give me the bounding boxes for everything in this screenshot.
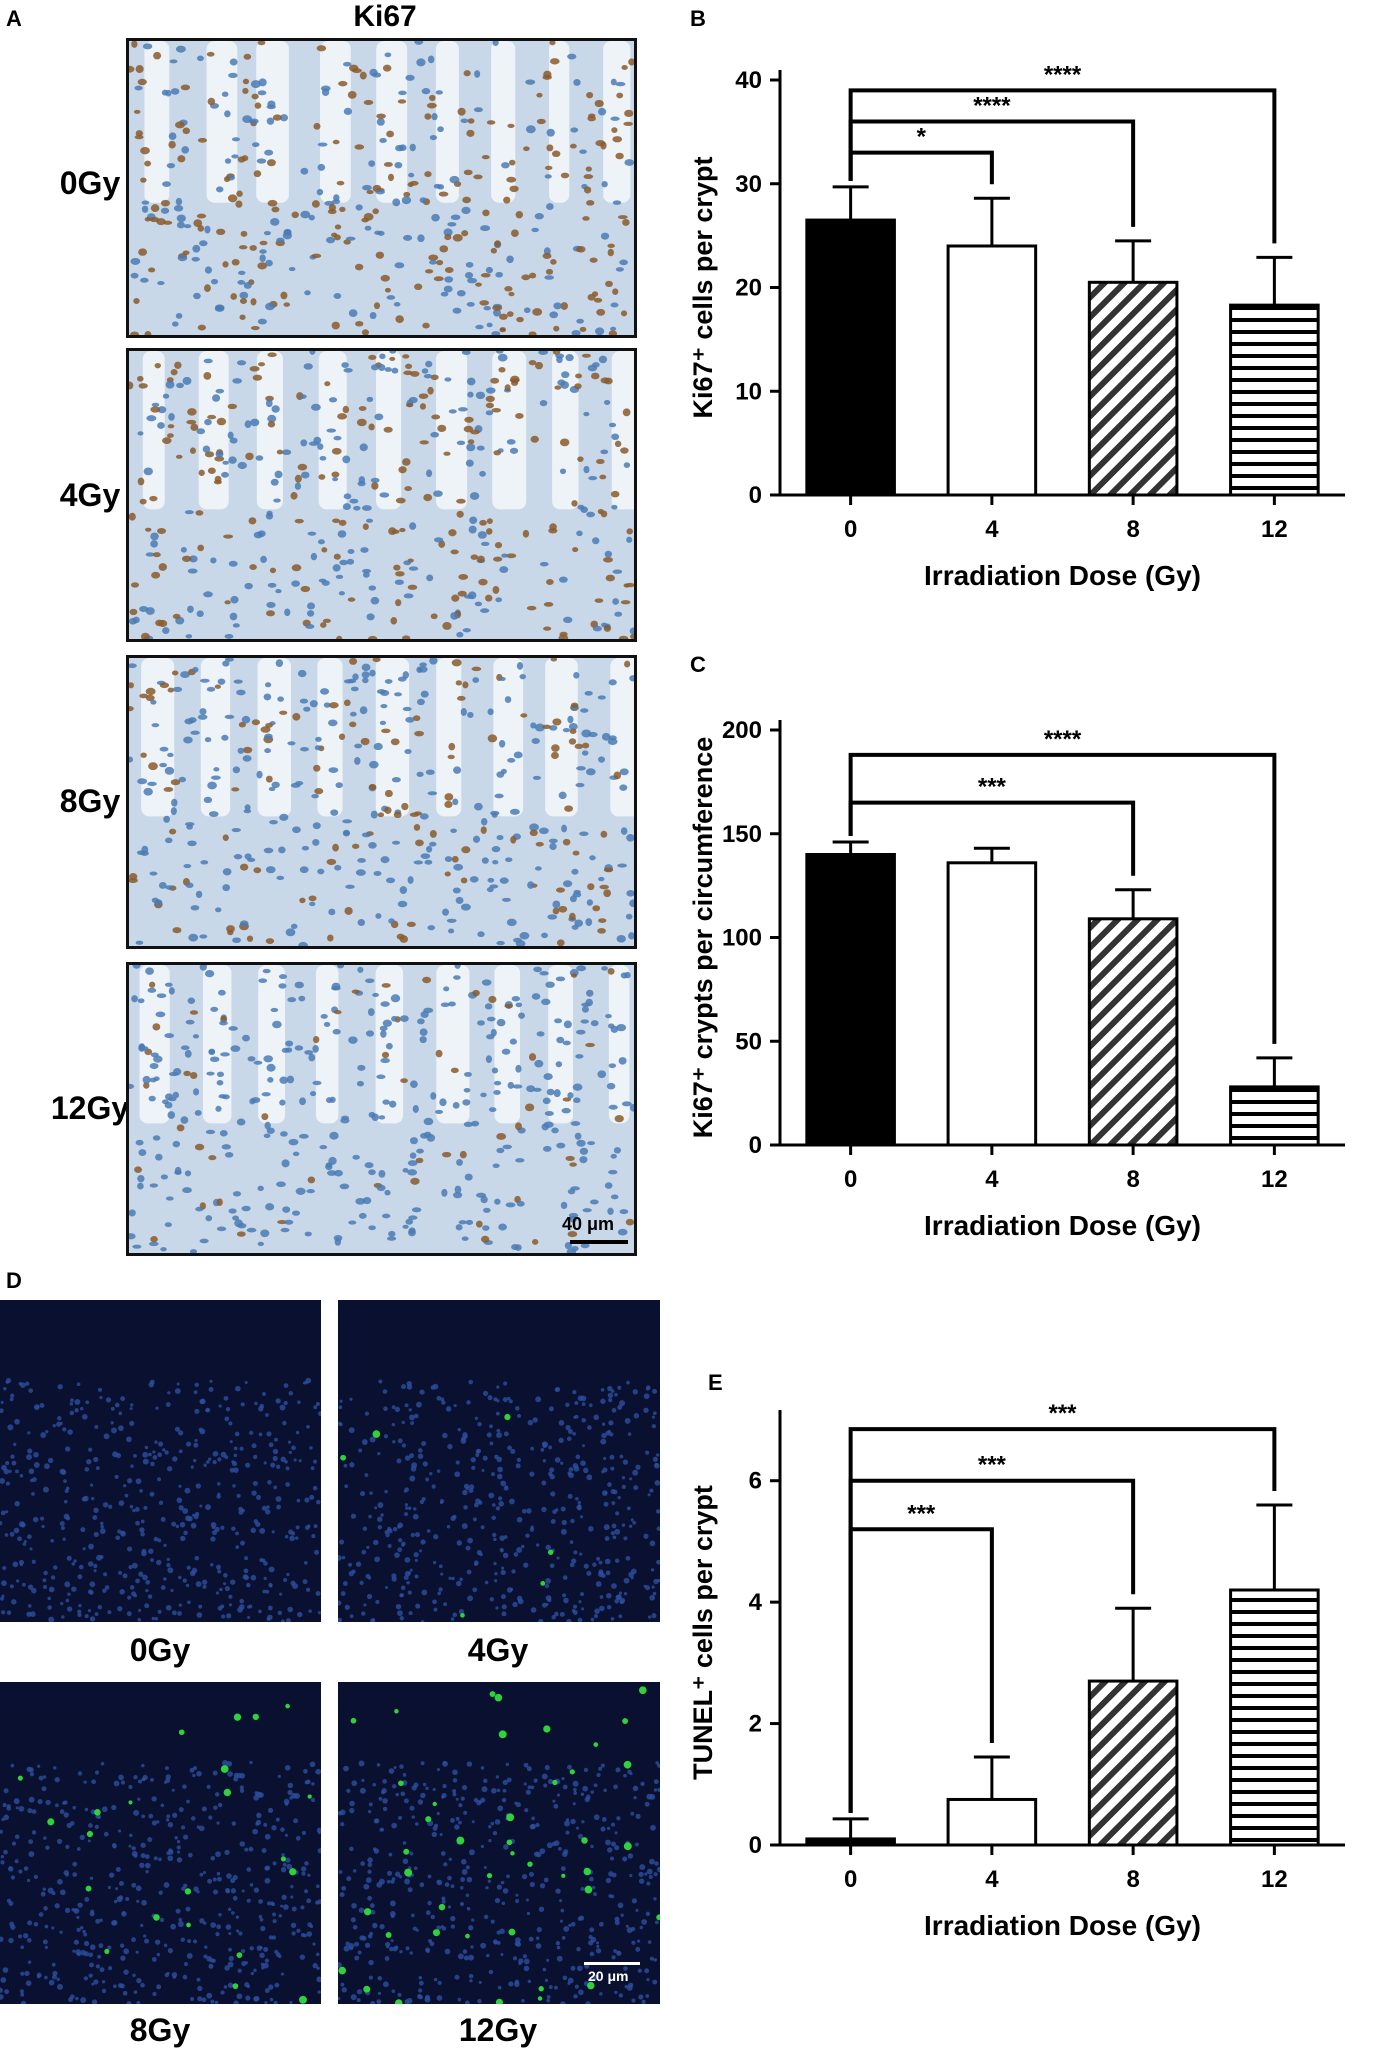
significance-bracket (848, 150, 994, 185)
scale-bar-a (570, 1240, 628, 1244)
row-label-4gy: 4Gy (59, 477, 121, 513)
bar (1087, 280, 1179, 497)
x-tick-label: 0 (844, 516, 857, 543)
significance-label: **** (1044, 726, 1082, 753)
significance-bracket (848, 1527, 994, 1813)
tunel-image-8gy (0, 1682, 321, 2004)
tunel-label-4gy: 4Gy (467, 1632, 529, 1668)
x-tick-label: 8 (1126, 516, 1139, 543)
scale-label-a: 40 μm (562, 1214, 615, 1234)
bar (805, 853, 896, 1147)
y-tick-label: 0 (749, 1132, 762, 1159)
bar (805, 1837, 896, 1847)
y-tick-label: 0 (749, 1832, 762, 1859)
tunel-image-12gy (338, 1682, 660, 2004)
x-tick-label: 8 (1126, 1866, 1139, 1893)
y-tick-label: 4 (749, 1589, 763, 1616)
significance-label: *** (907, 1500, 936, 1527)
x-tick-label: 12 (1261, 1866, 1288, 1893)
bar (946, 1797, 1038, 1847)
y-tick-label: 2 (749, 1711, 762, 1738)
x-tick-label: 4 (985, 1166, 999, 1193)
ihc-image-12gy (126, 962, 637, 1256)
x-tick-label: 8 (1126, 1166, 1139, 1193)
row-label-0gy: 0Gy (59, 165, 121, 201)
significance-label: *** (1048, 1400, 1077, 1427)
significance-label: *** (978, 1452, 1007, 1479)
bar (1229, 303, 1320, 497)
panel-letter-c: C (690, 652, 706, 677)
significance-label: *** (978, 774, 1007, 801)
y-tick-label: 0 (749, 482, 762, 509)
x-axis-label: Irradiation Dose (Gy) (924, 560, 1201, 591)
x-axis-label: Irradiation Dose (Gy) (924, 1910, 1201, 1941)
y-tick-label: 150 (722, 821, 762, 848)
panel-letter-a: A (6, 6, 22, 31)
panel-letter-d: D (6, 1268, 22, 1293)
x-axis-label: Irradiation Dose (Gy) (924, 1210, 1201, 1241)
significance-label: * (917, 124, 927, 151)
tunel-label-0gy: 0Gy (129, 1632, 191, 1668)
tunel-label-8gy: 8Gy (129, 2012, 191, 2048)
ki67-header: Ki67 (353, 0, 417, 33)
y-tick-label: 100 (722, 925, 762, 952)
x-tick-label: 12 (1261, 1166, 1288, 1193)
x-tick-label: 4 (985, 516, 999, 543)
bar (1087, 917, 1179, 1147)
panel-letter-e: E (708, 1370, 723, 1395)
significance-bracket (848, 88, 1277, 244)
bar (1229, 1085, 1320, 1147)
y-tick-label: 30 (735, 171, 762, 198)
bar (805, 218, 896, 497)
ihc-image-8gy (126, 655, 637, 949)
tunel-label-12gy: 12Gy (458, 2012, 538, 2048)
scale-bar-d (584, 1962, 640, 1965)
bar (946, 244, 1038, 497)
y-tick-label: 6 (749, 1468, 762, 1495)
panel-letter-b: B (690, 6, 706, 31)
chart-e: 0 2 4 6 0 4 8 12 *** *** *** Irradiation Dose (Gy) T… (688, 1400, 1345, 1941)
y-axis-label: Ki67⁺ cells per crypt (688, 157, 718, 419)
tunel-image-0gy (0, 1300, 321, 1622)
x-tick-label: 0 (844, 1866, 857, 1893)
bar (1087, 1679, 1179, 1847)
y-tick-label: 40 (735, 67, 762, 94)
x-tick-label: 12 (1261, 516, 1288, 543)
y-tick-label: 20 (735, 275, 762, 302)
row-label-12gy: 12Gy (50, 1090, 130, 1126)
y-axis-label: Ki67⁺ crypts per circumference (688, 737, 718, 1138)
y-axis-label: TUNEL⁺ cells per crypt (688, 1485, 718, 1780)
ihc-image-4gy (126, 348, 637, 642)
bar (1229, 1588, 1320, 1847)
significance-bracket (848, 752, 1277, 1044)
significance-bracket (848, 1427, 1277, 1813)
y-tick-label: 10 (735, 378, 762, 405)
row-label-8gy: 8Gy (59, 783, 121, 819)
significance-label: **** (1044, 61, 1082, 88)
tunel-image-4gy (338, 1300, 660, 1622)
x-tick-label: 4 (985, 1866, 999, 1893)
significance-label: **** (973, 93, 1011, 120)
scale-label-d: 20 μm (588, 1968, 629, 1984)
y-tick-label: 50 (735, 1028, 762, 1055)
bar (946, 861, 1038, 1147)
y-tick-label: 200 (722, 717, 762, 744)
x-tick-label: 0 (844, 1166, 857, 1193)
ihc-image-0gy (126, 38, 637, 338)
